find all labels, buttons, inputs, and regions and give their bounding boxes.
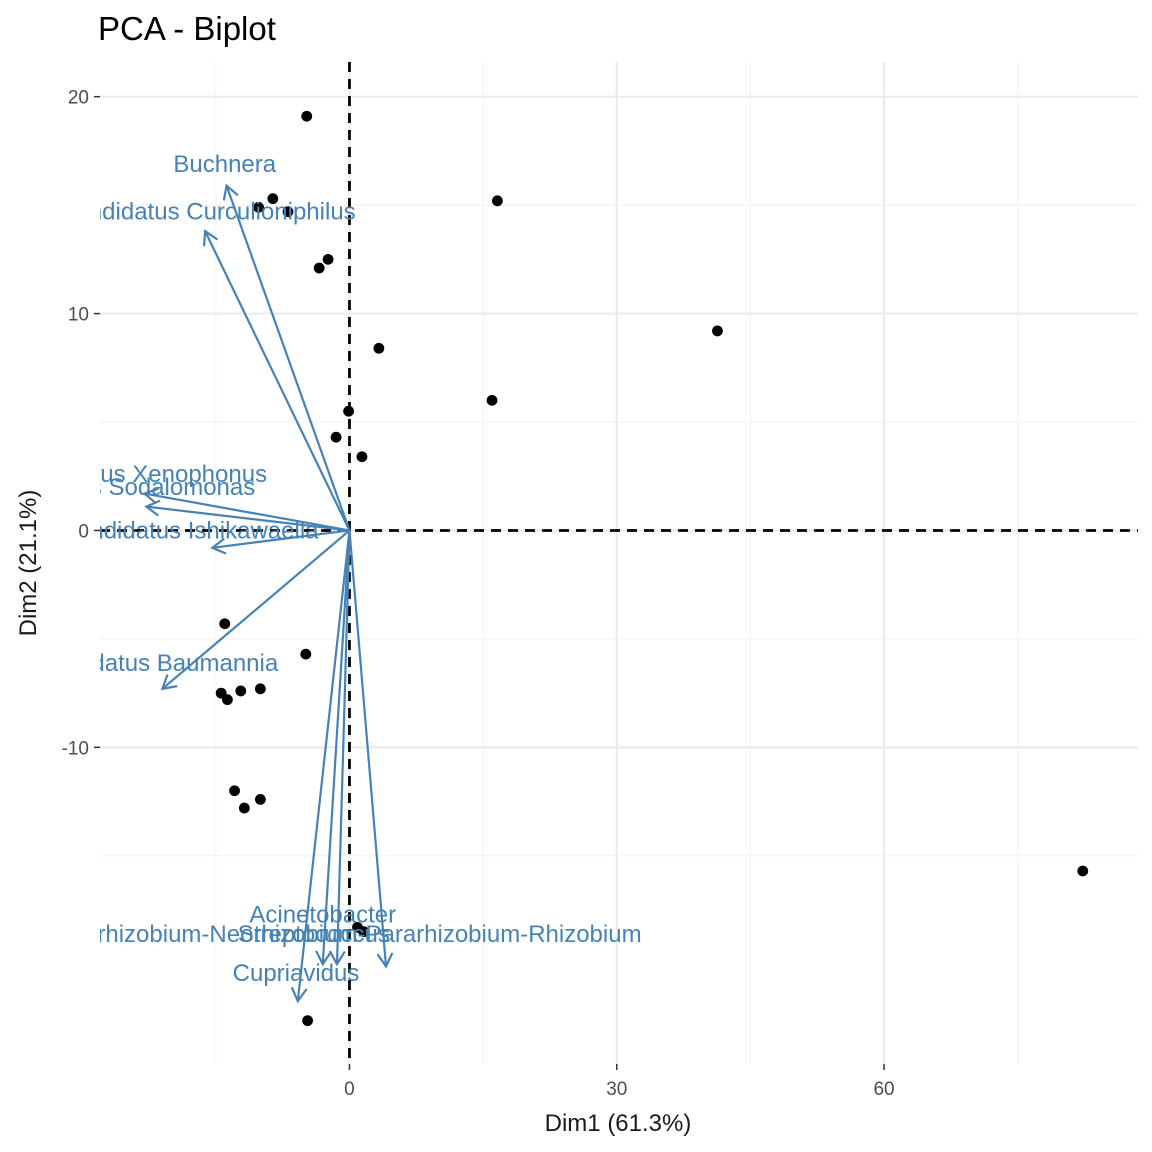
individual-point bbox=[356, 451, 368, 463]
individual-point bbox=[267, 193, 279, 205]
variable-label: Candidatus Sodalomonas bbox=[0, 474, 255, 501]
individual-point bbox=[222, 694, 233, 706]
variable-label: Candidatus Curculioniphilus bbox=[58, 199, 356, 226]
y-tick-label: 10 bbox=[68, 305, 89, 326]
individual-point bbox=[313, 262, 325, 274]
x-tick-label: 0 bbox=[344, 1079, 355, 1100]
variable-arrow bbox=[290, 530, 351, 1004]
arrow-head bbox=[315, 950, 332, 967]
chart-title: PCA - Biplot bbox=[98, 10, 276, 47]
y-axis-title: Dim2 (21.1%) bbox=[15, 490, 42, 637]
individual-point bbox=[322, 253, 334, 265]
y-tick-label: -10 bbox=[62, 738, 89, 759]
individual-points bbox=[215, 110, 1089, 1027]
variable-arrow bbox=[210, 529, 350, 555]
arrow-head bbox=[210, 537, 227, 555]
variable-label: Cupriavidus bbox=[233, 960, 360, 987]
x-axis: 0 30 60 bbox=[344, 1064, 895, 1100]
individual-point bbox=[301, 110, 313, 122]
variable-label: Candidatus Xenophonus bbox=[4, 461, 267, 488]
individual-point bbox=[373, 342, 385, 354]
variable-label: Candidatus Baumannia bbox=[29, 650, 279, 677]
individual-point bbox=[238, 802, 250, 814]
arrow-head bbox=[160, 674, 178, 691]
individual-point bbox=[343, 405, 354, 417]
variable-arrow bbox=[315, 530, 351, 967]
individual-point bbox=[254, 794, 266, 805]
individual-point bbox=[302, 1015, 313, 1027]
variable-arrow bbox=[328, 530, 351, 967]
variable-label: Streptococcus bbox=[238, 921, 390, 948]
individual-point bbox=[300, 648, 312, 660]
variable-arrow bbox=[222, 183, 351, 531]
variable-arrow bbox=[202, 229, 351, 531]
individual-point bbox=[219, 618, 231, 630]
variable-arrow bbox=[160, 529, 351, 691]
individual-point bbox=[712, 325, 723, 337]
individual-point bbox=[1077, 865, 1089, 877]
plot-panel: Buchnera Candidatus Curculioniphilus Candi… bbox=[0, 62, 1138, 1064]
x-tick-label: 60 bbox=[873, 1079, 894, 1100]
variable-arrow bbox=[348, 530, 394, 969]
individual-point bbox=[235, 685, 247, 697]
individual-point bbox=[330, 431, 342, 443]
arrow-head bbox=[328, 950, 346, 967]
variable-labels: Buchnera Candidatus Curculioniphilus Candi… bbox=[0, 151, 642, 987]
x-axis-title: Dim1 (61.3%) bbox=[545, 1110, 692, 1137]
variable-arrow bbox=[142, 487, 350, 532]
variable-label: Candidatus Ishikawaella bbox=[60, 517, 319, 544]
individual-point bbox=[253, 201, 264, 213]
arrow-head bbox=[144, 499, 161, 517]
arrow-head bbox=[376, 952, 394, 969]
arrow-head bbox=[142, 487, 160, 505]
arrow-head bbox=[222, 183, 239, 201]
variable-label: Buchnera bbox=[173, 151, 276, 178]
arrow-head bbox=[202, 229, 219, 247]
y-axis: -10 0 10 20 bbox=[62, 88, 100, 759]
individual-point bbox=[282, 206, 294, 218]
individual-point bbox=[491, 195, 503, 207]
individual-point bbox=[229, 785, 240, 797]
y-tick-label: 20 bbox=[68, 88, 89, 109]
individual-point bbox=[254, 683, 266, 695]
variable-arrows bbox=[142, 183, 394, 1004]
x-tick-label: 30 bbox=[606, 1079, 627, 1100]
arrow-head bbox=[290, 986, 308, 1004]
variable-arrow bbox=[144, 499, 350, 532]
y-tick-label: 0 bbox=[78, 521, 89, 542]
variable-label: Allorhizobium-Neorhizobium-Pararhizobium… bbox=[57, 921, 641, 948]
individual-point bbox=[358, 926, 370, 938]
variable-label: Acinetobacter bbox=[249, 901, 396, 928]
individual-point bbox=[486, 394, 498, 406]
